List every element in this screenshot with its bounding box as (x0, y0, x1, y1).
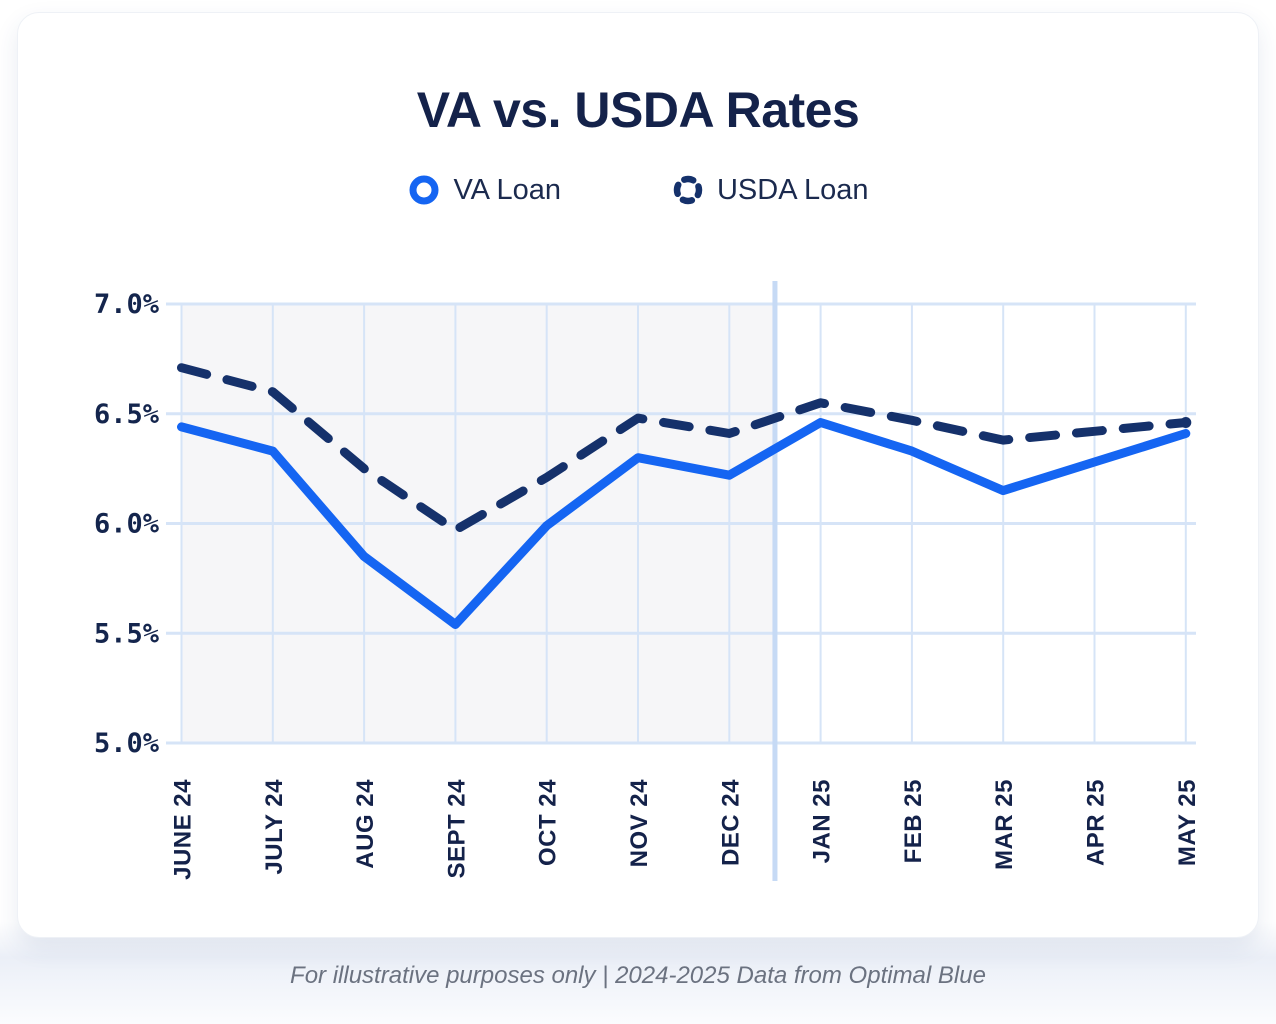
y-axis-tick-label: 5.5% (94, 618, 160, 649)
footer-note: For illustrative purposes only | 2024-20… (290, 962, 986, 989)
line-chart: 7.0% 6.5% 6.0% 5.5% 5.0% JUNE 24 JULY 24 AUG 2… (94, 281, 1201, 881)
legend-item-usda: USDA Loan (671, 173, 869, 207)
va-loan-line (177, 418, 1191, 629)
legend-label-usda: USDA Loan (716, 173, 869, 206)
y-axis-labels: 7.0% 6.5% 6.0% 5.5% 5.0% (94, 289, 160, 759)
x-axis-month-label: OCT 24 (535, 779, 562, 866)
legend-label-va: VA Loan (453, 173, 561, 206)
x-axis-month-label: SEPT 24 (443, 779, 470, 879)
x-axis-month-label: FEB 25 (900, 779, 927, 863)
y-axis-tick-label: 6.5% (94, 399, 160, 430)
chart-card: VA vs. USDA Rates VA Loan USDA Loan 7.0%… (17, 12, 1259, 938)
usda-line-end-dot (1180, 417, 1192, 429)
x-axis-month-label: DEC 24 (717, 779, 744, 866)
chart-legend: VA Loan USDA Loan (18, 173, 1258, 207)
legend-item-va: VA Loan (407, 173, 561, 207)
x-axis-month-label: JUNE 24 (170, 779, 197, 880)
y-axis-tick-label: 7.0% (94, 289, 160, 320)
y-axis-tick-label: 6.0% (94, 509, 160, 540)
usda-loan-line (177, 363, 1191, 535)
y-axis-tick-label: 5.0% (94, 728, 160, 759)
x-axis-month-label: APR 25 (1083, 779, 1110, 866)
x-axis-month-label: JULY 24 (261, 779, 288, 875)
x-axis-labels: JUNE 24 JULY 24 AUG 24 SEPT 24 OCT 24 NOV 24 D… (170, 779, 1201, 880)
solid-ring-icon (409, 175, 439, 205)
chart-title: VA vs. USDA Rates (416, 82, 860, 138)
x-axis-month-label: AUG 24 (352, 779, 379, 869)
x-axis-month-label: JAN 25 (809, 779, 836, 863)
x-axis-month-label: MAY 25 (1174, 779, 1201, 866)
x-axis-month-label: MAR 25 (991, 779, 1018, 870)
vertical-gridlines (180, 304, 1187, 743)
x-axis-month-label: NOV 24 (626, 779, 653, 868)
dashed-ring-icon (673, 175, 703, 205)
